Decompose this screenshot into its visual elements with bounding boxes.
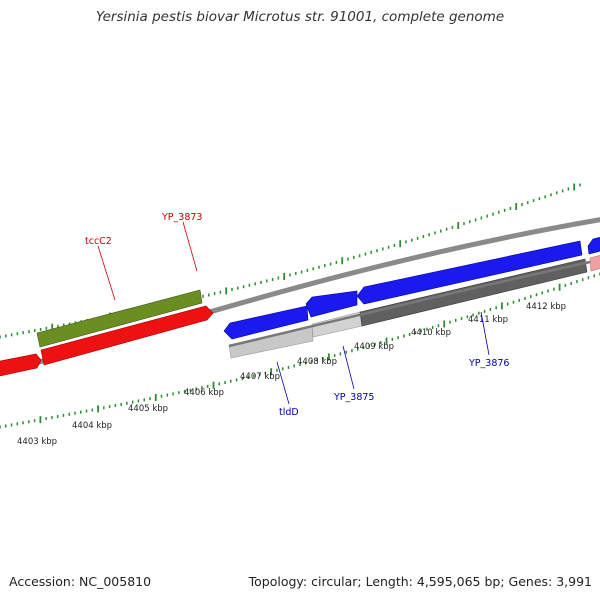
inner-tick-ring <box>0 272 600 429</box>
tick-label: 4404 kbp <box>72 421 112 431</box>
forward-rna-block[interactable] <box>36 289 203 348</box>
reverse-strand-features <box>223 236 600 359</box>
map-title: Yersinia pestis biovar Microtus str. 910… <box>95 9 505 25</box>
reverse-gene-arrow[interactable] <box>587 236 600 255</box>
tick-label: 4408 kbp <box>297 357 337 367</box>
label-leaders <box>97 221 490 405</box>
gene-labels: tccC2 YP_3873 tldD YP_3875 YP_3876 <box>85 212 509 418</box>
leader-line <box>97 245 116 301</box>
genome-summary: Topology: circular; Length: 4,595,065 bp… <box>248 574 592 589</box>
reverse-gene-arrow[interactable] <box>356 240 583 305</box>
gene-label-tccc2[interactable]: tccC2 <box>85 236 112 247</box>
tick-label: 4409 kbp <box>354 342 394 352</box>
forward-gene-arrow[interactable] <box>40 305 214 366</box>
tick-label: 4411 kbp <box>468 315 508 325</box>
reverse-gene-arrow[interactable] <box>305 290 358 318</box>
tick-label: 4412 kbp <box>526 302 566 312</box>
tick-label: 4407 kbp <box>240 372 280 382</box>
reverse-gene-arrow[interactable] <box>223 305 309 340</box>
tick-label: 4405 kbp <box>128 404 168 414</box>
tick-labels: 4403 kbp 4404 kbp 4405 kbp 4406 kbp 4407… <box>17 302 566 447</box>
tick-label: 4410 kbp <box>411 328 451 338</box>
forward-strand-features <box>0 289 214 377</box>
leader-line <box>182 221 198 272</box>
reverse-shade-block[interactable] <box>589 254 600 272</box>
tick-label: 4403 kbp <box>17 437 57 447</box>
inner-arc <box>228 260 591 348</box>
accession-label: Accession: NC_005810 <box>9 574 152 589</box>
forward-gene-arrow[interactable] <box>0 353 42 377</box>
leader-line <box>342 345 355 390</box>
gene-label-yp-3875[interactable]: YP_3875 <box>333 392 374 403</box>
leader-line <box>276 361 290 405</box>
leader-line <box>480 311 490 356</box>
gene-label-yp-3873[interactable]: YP_3873 <box>161 212 202 223</box>
tick-label: 4406 kbp <box>184 388 224 398</box>
gene-label-tldd[interactable]: tldD <box>279 407 299 418</box>
gene-label-yp-3876[interactable]: YP_3876 <box>468 358 509 369</box>
